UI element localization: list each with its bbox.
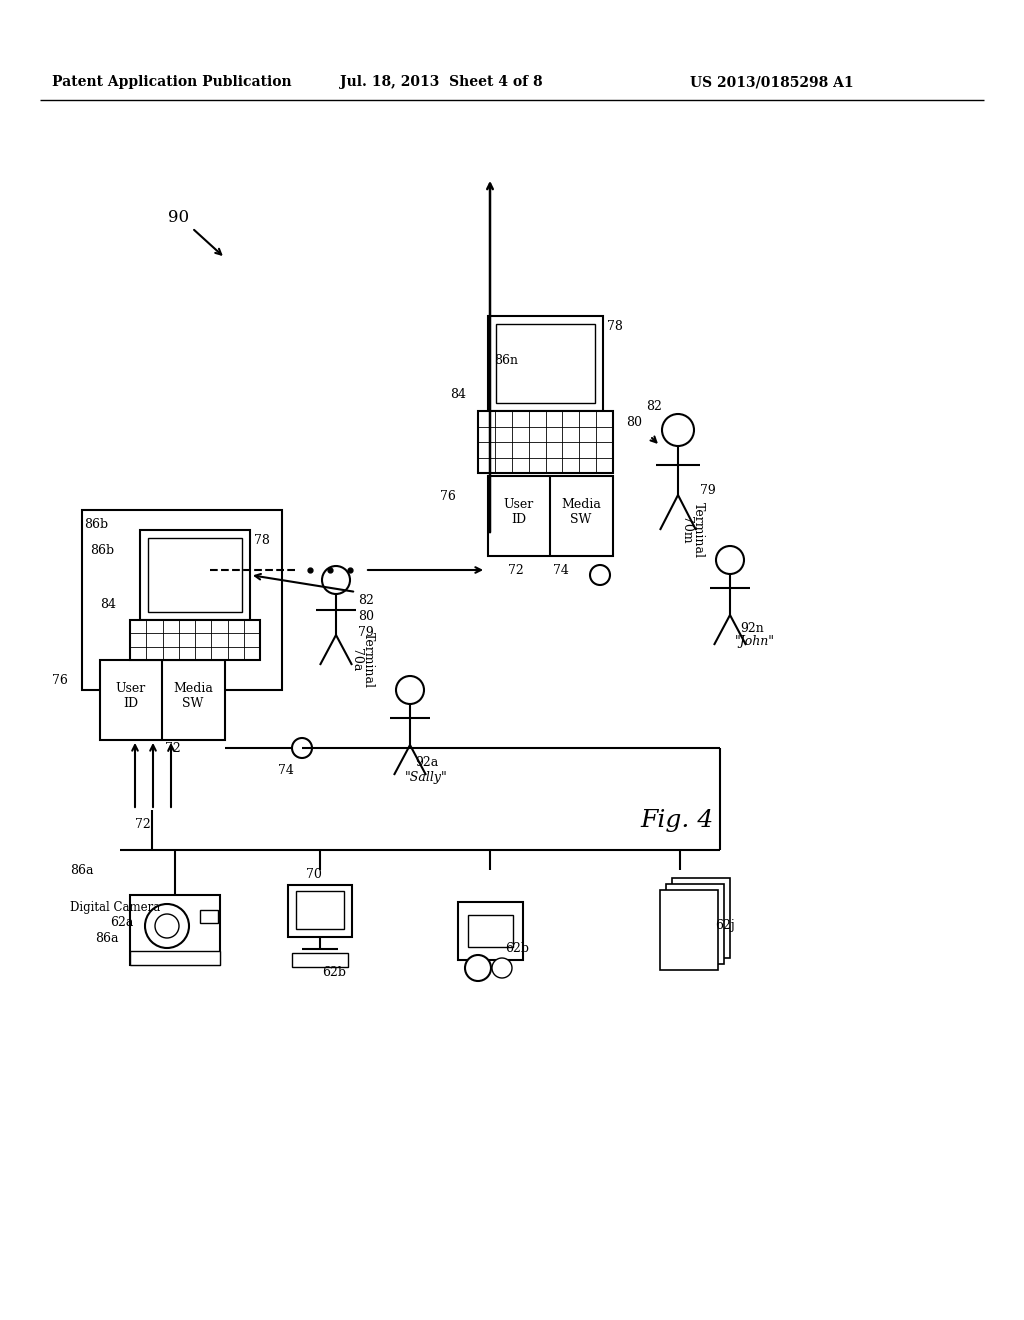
Bar (468, 915, 513, 946)
Bar (148, 539, 242, 612)
Text: 72: 72 (508, 564, 523, 577)
Circle shape (590, 565, 610, 585)
Text: 62j: 62j (715, 919, 735, 932)
Text: 76: 76 (440, 490, 456, 503)
Text: 86b: 86b (84, 517, 109, 531)
Bar (288, 884, 352, 937)
Text: 92a: 92a (415, 755, 438, 768)
Text: User
ID: User ID (116, 682, 146, 710)
Text: 62a: 62a (110, 916, 133, 928)
Bar (130, 950, 220, 965)
Text: "John": "John" (735, 635, 775, 648)
Bar (478, 411, 613, 473)
Bar (660, 890, 718, 970)
Bar (296, 891, 344, 929)
Circle shape (662, 414, 694, 446)
Bar (488, 315, 603, 411)
Circle shape (716, 546, 744, 574)
Text: 72: 72 (165, 742, 181, 755)
Text: 74: 74 (553, 564, 569, 577)
Text: 84: 84 (450, 388, 466, 401)
Text: 70a: 70a (350, 648, 362, 672)
Circle shape (322, 566, 350, 594)
Text: 78: 78 (607, 319, 623, 333)
Bar (140, 531, 250, 620)
Circle shape (155, 913, 179, 939)
Bar (672, 878, 730, 958)
Text: 79: 79 (700, 483, 716, 496)
Text: Media
SW: Media SW (173, 682, 213, 710)
Bar (130, 895, 220, 965)
Text: 74: 74 (278, 763, 294, 776)
Text: 86a: 86a (70, 863, 93, 876)
Text: 62b: 62b (322, 966, 346, 979)
Bar (82, 510, 282, 690)
Bar (666, 884, 724, 964)
Circle shape (145, 904, 189, 948)
Text: 70: 70 (306, 869, 322, 882)
Circle shape (396, 676, 424, 704)
Text: 62b: 62b (505, 941, 529, 954)
Bar (496, 323, 595, 403)
Text: Fig. 4: Fig. 4 (640, 808, 714, 832)
Text: 76: 76 (52, 673, 68, 686)
Text: 84: 84 (100, 598, 116, 610)
Text: 80: 80 (626, 416, 642, 429)
Bar (130, 620, 260, 660)
Text: Media
SW: Media SW (561, 498, 601, 525)
Text: 86b: 86b (90, 544, 114, 557)
Text: 78: 78 (254, 535, 270, 546)
Bar (458, 902, 523, 960)
Text: 72: 72 (135, 818, 151, 832)
Text: 80: 80 (358, 610, 374, 623)
Circle shape (465, 954, 490, 981)
Circle shape (292, 738, 312, 758)
Bar (488, 477, 613, 556)
Text: 79: 79 (358, 626, 374, 639)
Text: User
ID: User ID (504, 498, 535, 525)
Circle shape (492, 958, 512, 978)
Text: Terminal: Terminal (362, 632, 375, 688)
Text: 70m: 70m (680, 516, 693, 544)
Text: 90: 90 (168, 210, 189, 227)
Text: US 2013/0185298 A1: US 2013/0185298 A1 (690, 75, 854, 88)
Text: Digital Camera: Digital Camera (70, 902, 160, 915)
Bar (292, 953, 348, 968)
Text: Patent Application Publication: Patent Application Publication (52, 75, 292, 88)
Text: "Sally": "Sally" (406, 771, 447, 784)
Text: Jul. 18, 2013  Sheet 4 of 8: Jul. 18, 2013 Sheet 4 of 8 (340, 75, 543, 88)
Text: 92n: 92n (740, 622, 764, 635)
Bar (200, 909, 218, 923)
Text: Terminal: Terminal (692, 502, 705, 558)
Bar (100, 660, 225, 741)
Text: 86a: 86a (95, 932, 119, 945)
Text: 82: 82 (646, 400, 662, 412)
Text: 86n: 86n (494, 354, 518, 367)
Text: 82: 82 (358, 594, 374, 606)
